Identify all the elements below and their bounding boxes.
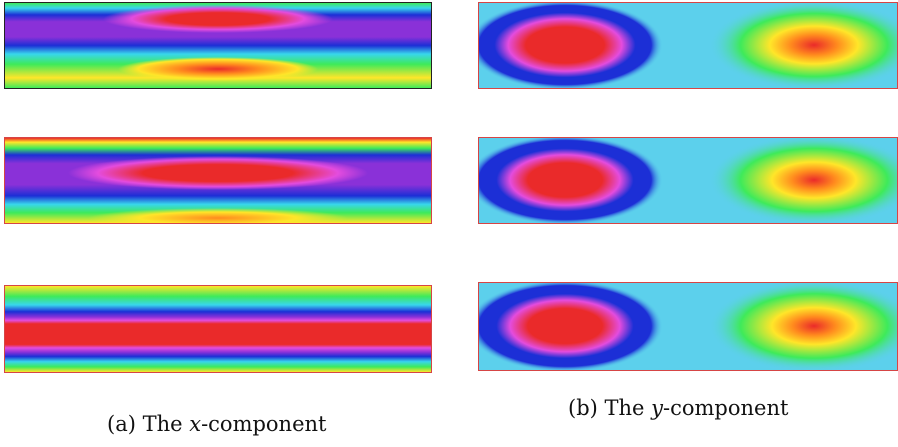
y-component-field-plot-2 [478,137,898,224]
x-contour-svg-2 [5,138,431,223]
x-component-field-plot-2 [4,137,432,224]
caption-a-variable: x [189,412,202,436]
caption-b-variable: y [651,396,664,420]
caption-a-suffix: -component [201,412,327,436]
caption-a-prefix: (a) The [107,412,190,436]
x-component-field-plot-1 [4,2,432,89]
y-component-field-plot-1 [478,2,898,89]
x-component-field-plot-3 [4,285,432,373]
x-contour-svg-1 [5,3,431,88]
y-component-field-plot-3 [478,282,898,371]
caption-x-component: (a) The x-component [107,412,326,436]
x-contour-svg-3 [5,286,431,372]
caption-y-component: (b) The y-component [568,396,788,420]
y-contour-svg-3 [479,283,897,370]
y-contour-svg-1 [479,3,897,88]
caption-b-prefix: (b) The [568,396,652,420]
caption-b-suffix: -component [663,396,789,420]
y-contour-svg-2 [479,138,897,223]
